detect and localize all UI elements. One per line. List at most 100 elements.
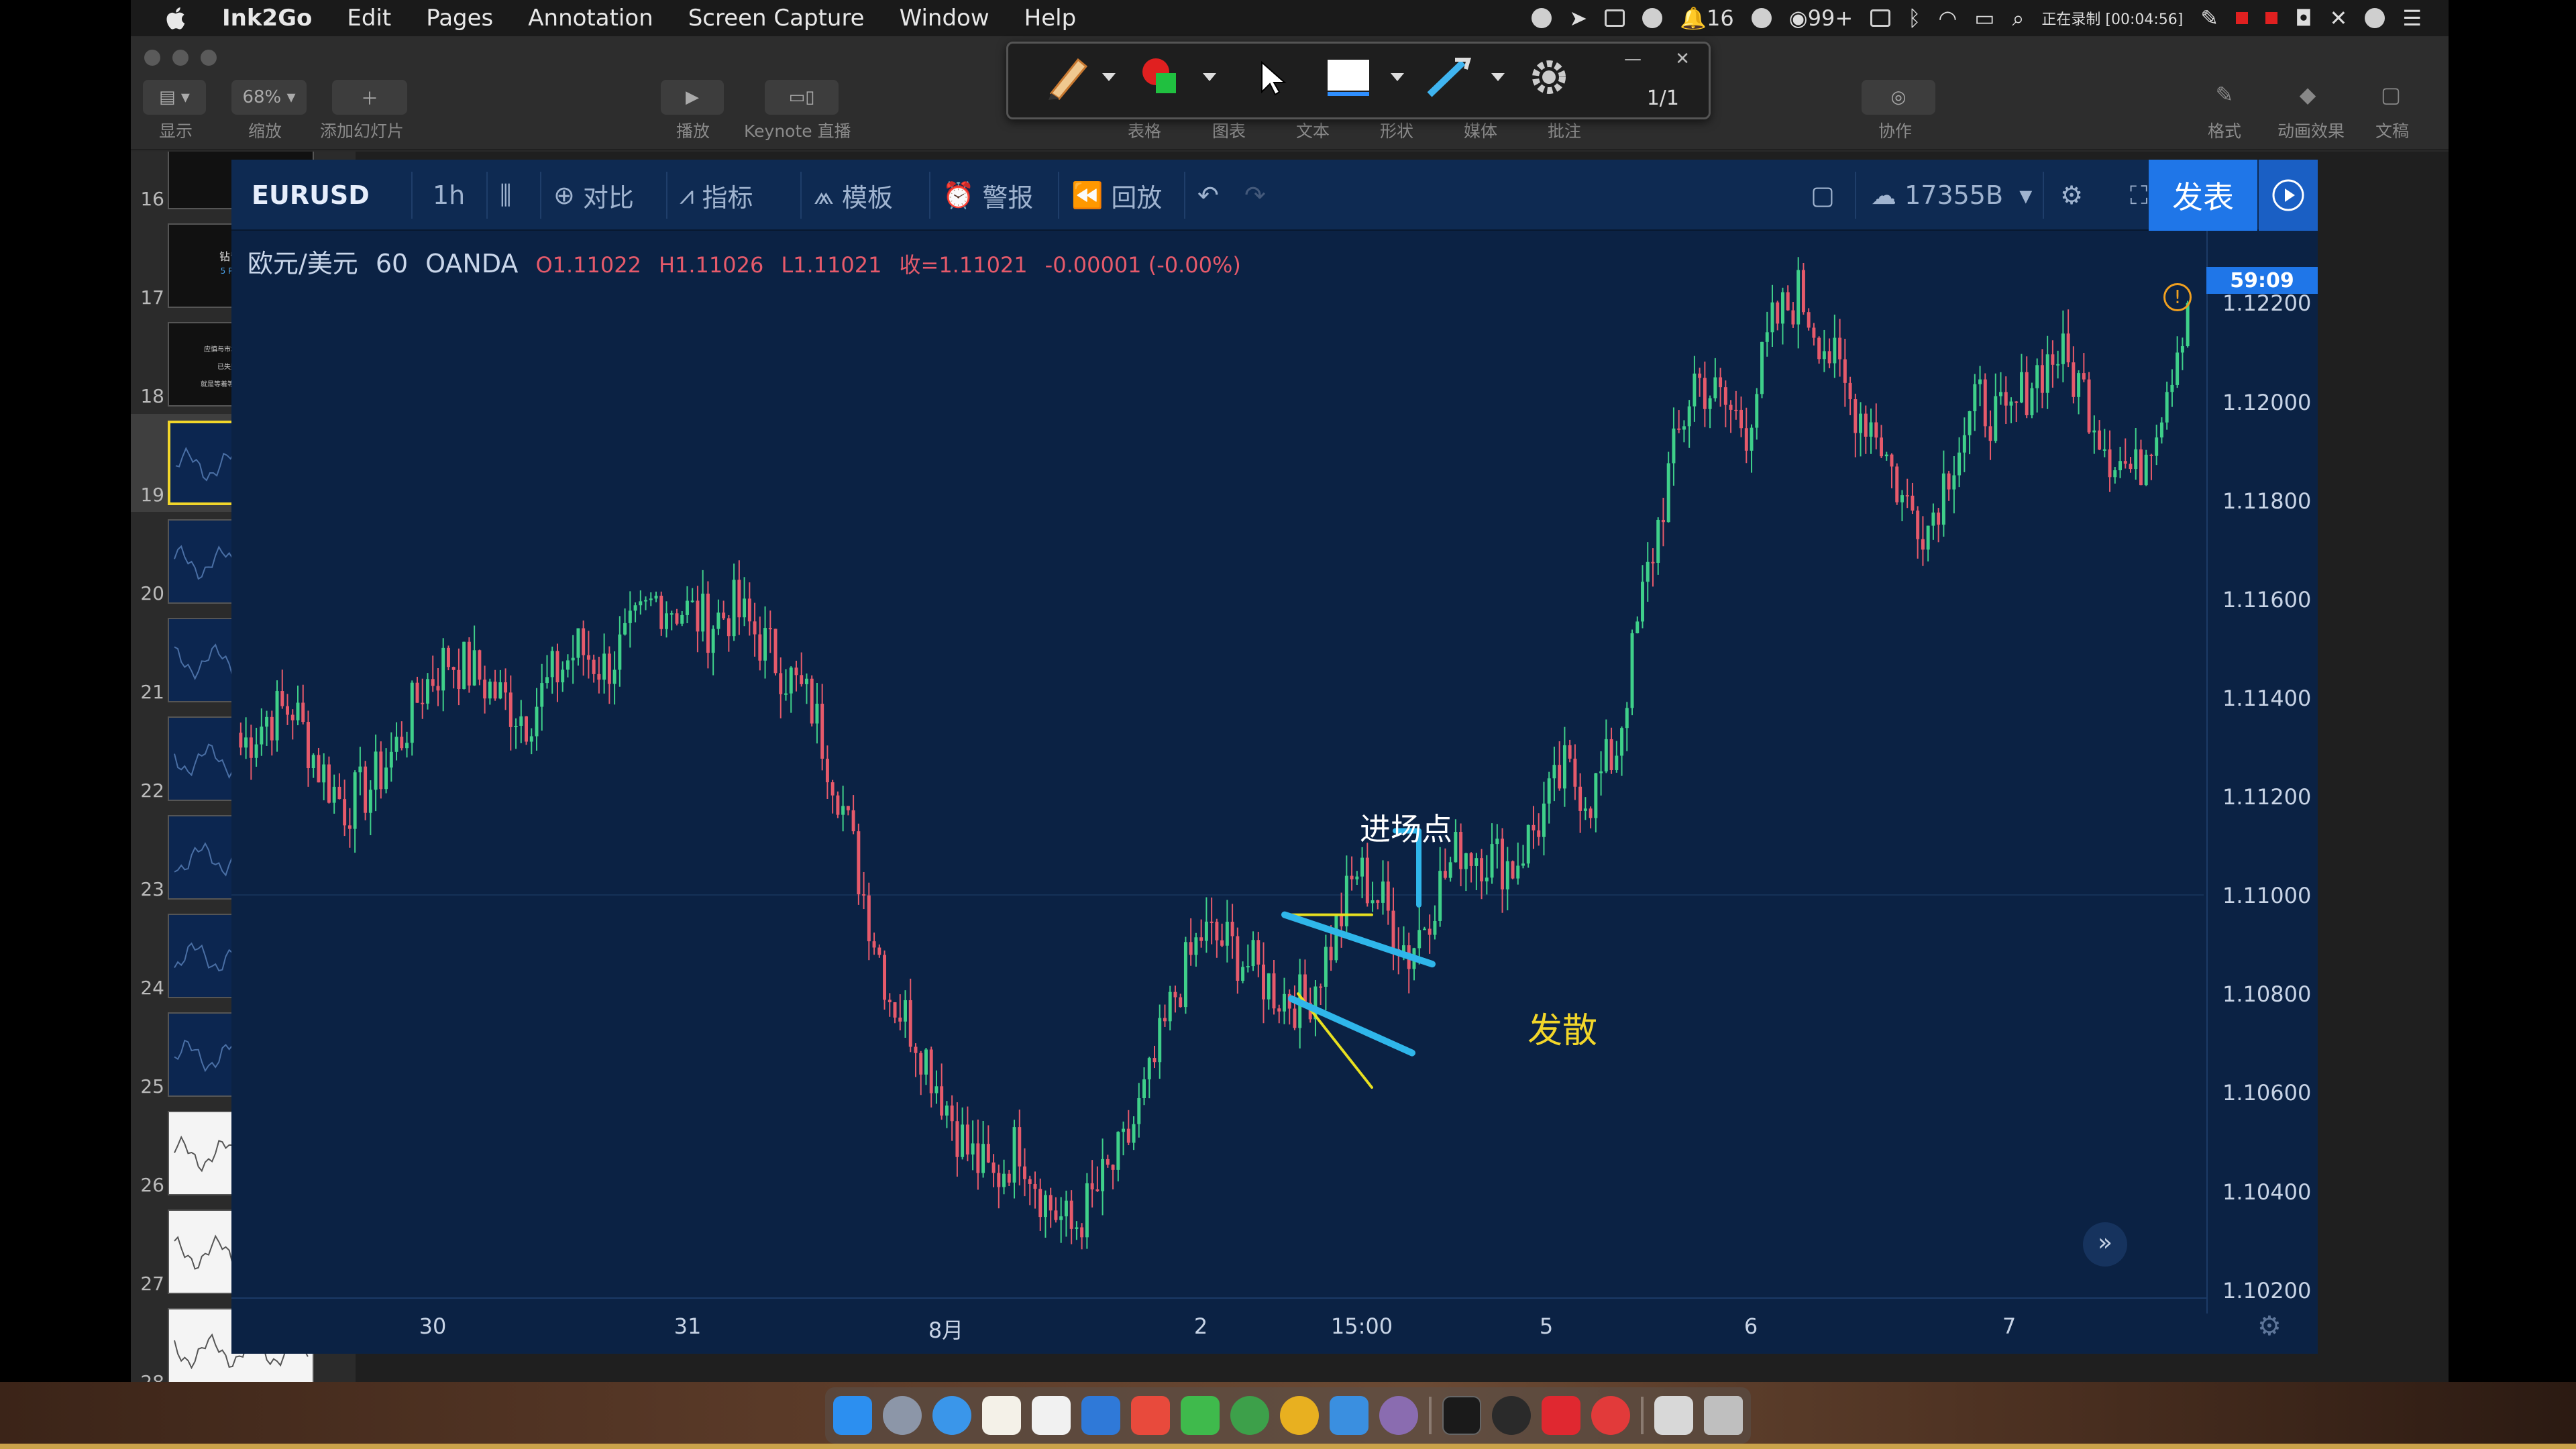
menu-help[interactable]: Help (1024, 5, 1077, 32)
status-app-icon[interactable] (1532, 8, 1552, 28)
settings-icon[interactable]: ⚙ (2060, 180, 2084, 210)
zoom-select[interactable]: 68% ▾ (231, 80, 307, 115)
menu-annotation[interactable]: Annotation (528, 5, 653, 32)
shape-dropdown-icon[interactable] (1391, 73, 1404, 81)
shape-label[interactable]: 形状 (1380, 121, 1414, 141)
color-tool-icon[interactable] (1136, 53, 1189, 100)
color-dropdown-icon[interactable] (1203, 73, 1216, 81)
publish-button[interactable]: 发表 (2149, 160, 2257, 231)
bluetooth-icon[interactable]: ᛒ (1908, 5, 1921, 31)
wifi-icon[interactable]: ◠ (1938, 5, 1957, 31)
layout-icon[interactable]: ▢ (1811, 180, 1835, 210)
time-axis[interactable]: ⚙ 30 31 8月 2 15:00 5 6 7 (231, 1297, 2282, 1354)
notification-icon[interactable]: 🔔16 (1680, 5, 1734, 31)
animate-icon[interactable]: ◆ (2299, 82, 2316, 107)
location-icon[interactable]: ➤ (1569, 5, 1588, 31)
undo-icon[interactable]: ↶ (1197, 180, 1219, 210)
screen-record-icon[interactable] (1492, 1396, 1531, 1435)
document-icon[interactable]: ▢ (2380, 82, 2402, 107)
media-label[interactable]: 媒体 (1464, 121, 1498, 141)
symbol-select[interactable]: EURUSD (252, 180, 370, 210)
menu-app[interactable]: Ink2Go (222, 5, 313, 32)
window-zoom-button[interactable] (201, 50, 217, 66)
cloud-save-button[interactable]: ☁ 17355B ▾ (1871, 180, 2033, 210)
notification-center-icon[interactable]: ☰ (2402, 5, 2422, 31)
close-icon[interactable]: ✕ (1675, 49, 1690, 69)
marker-tool-icon[interactable] (1424, 53, 1478, 100)
screen-capture-icon[interactable] (1605, 9, 1625, 27)
scroll-to-realtime-button[interactable]: » (2083, 1222, 2127, 1267)
menu-pages[interactable]: Pages (426, 5, 494, 32)
lower-wedge-line[interactable] (1288, 995, 1415, 1057)
redo-icon[interactable]: ↷ (1244, 180, 1266, 210)
view-button[interactable]: ▤ ▾ (143, 80, 206, 115)
camera-icon[interactable]: ◘ (2295, 5, 2312, 31)
candle-type-icon[interactable]: ⫼ (500, 180, 512, 210)
keynote-icon[interactable] (1081, 1396, 1120, 1435)
alert-button[interactable]: ⏰ 警报 (943, 160, 1033, 231)
menu-window[interactable]: Window (899, 5, 989, 32)
menu-screen-capture[interactable]: Screen Capture (688, 5, 865, 32)
qq-icon[interactable] (1131, 1396, 1170, 1435)
close-recording-icon[interactable]: ✕ (2329, 5, 2348, 31)
replay-button[interactable]: ⏪ 回放 (1071, 160, 1162, 231)
xmind-icon[interactable] (1542, 1396, 1580, 1435)
table-label[interactable]: 表格 (1128, 121, 1162, 141)
textedit-icon[interactable] (982, 1396, 1021, 1435)
marker-dropdown-icon[interactable] (1491, 73, 1505, 81)
recording-status[interactable]: 正在录制 [00:04:56] (2041, 11, 2184, 28)
indicators-button[interactable]: ⩘ 指标 (680, 160, 753, 231)
airplay-icon[interactable] (1870, 9, 1891, 27)
fullscreen-icon[interactable]: ⛶ (2130, 180, 2148, 210)
wechat-icon[interactable] (1181, 1396, 1220, 1435)
window-minimize-button[interactable] (172, 50, 189, 66)
downloads-icon[interactable] (1654, 1396, 1693, 1435)
search-icon[interactable]: ⌕ (2012, 5, 2025, 31)
keynote-live-button[interactable]: ▭▯ (765, 80, 839, 115)
minimize-icon[interactable]: — (1624, 49, 1642, 69)
warning-icon[interactable]: ! (2163, 283, 2192, 311)
chart-label[interactable]: 图表 (1212, 121, 1246, 141)
add-slide-button[interactable]: ＋ (332, 80, 407, 115)
evernote-icon[interactable] (1642, 8, 1663, 28)
price-axis[interactable]: 1.12200 1.12000 1.11800 1.11600 1.11400 1.112… (2206, 231, 2318, 1313)
mail-icon[interactable] (1330, 1396, 1368, 1435)
chart-play-button[interactable] (2259, 160, 2318, 231)
window-close-button[interactable] (144, 50, 160, 66)
collaborate-button[interactable]: ◎ (1862, 80, 1935, 115)
chart-plot-area[interactable] (231, 231, 2318, 1354)
record-stop-icon[interactable] (2236, 12, 2249, 24)
axis-settings-icon[interactable]: ⚙ (2257, 1311, 2282, 1342)
terminal-icon[interactable] (1442, 1396, 1481, 1435)
evernote-dock-icon[interactable] (1230, 1396, 1269, 1435)
pen-tool-icon[interactable] (1044, 53, 1098, 100)
interval-select[interactable]: 1h (433, 180, 466, 210)
text-label[interactable]: 文本 (1296, 121, 1330, 141)
compare-button[interactable]: ⊕ 对比 (553, 160, 634, 231)
pointer-tool-icon[interactable] (1250, 53, 1290, 100)
pen-icon[interactable]: ✎ (2200, 5, 2219, 31)
qq-badge-icon[interactable]: ◉99+ (1788, 5, 1854, 31)
launchpad-icon[interactable] (883, 1396, 922, 1435)
siri-icon[interactable] (2365, 8, 2385, 28)
finder-icon[interactable] (833, 1396, 872, 1435)
netease-music-icon[interactable] (1591, 1396, 1630, 1435)
numbers-icon[interactable] (1032, 1396, 1071, 1435)
safari-icon[interactable] (932, 1396, 971, 1435)
apple-icon[interactable] (163, 5, 187, 32)
trash-icon[interactable] (1704, 1396, 1743, 1435)
info-icon[interactable] (1751, 8, 1772, 28)
battery-icon[interactable]: ▭ (1974, 5, 1995, 31)
format-icon[interactable]: ✎ (2215, 82, 2234, 107)
play-button[interactable]: ▶ (661, 80, 724, 115)
comment-label[interactable]: 批注 (1548, 121, 1582, 141)
pen-dropdown-icon[interactable] (1102, 73, 1116, 81)
settings-gear-icon[interactable] (1525, 53, 1573, 100)
templates-button[interactable]: ⩕ 模板 (814, 160, 893, 231)
record-indicator-icon[interactable] (2265, 12, 2278, 24)
photos-icon[interactable] (1379, 1396, 1418, 1435)
menu-edit[interactable]: Edit (347, 5, 392, 32)
shape-tool-icon[interactable] (1324, 53, 1377, 100)
upper-wedge-line[interactable] (1281, 911, 1436, 968)
chrome-icon[interactable] (1280, 1396, 1319, 1435)
